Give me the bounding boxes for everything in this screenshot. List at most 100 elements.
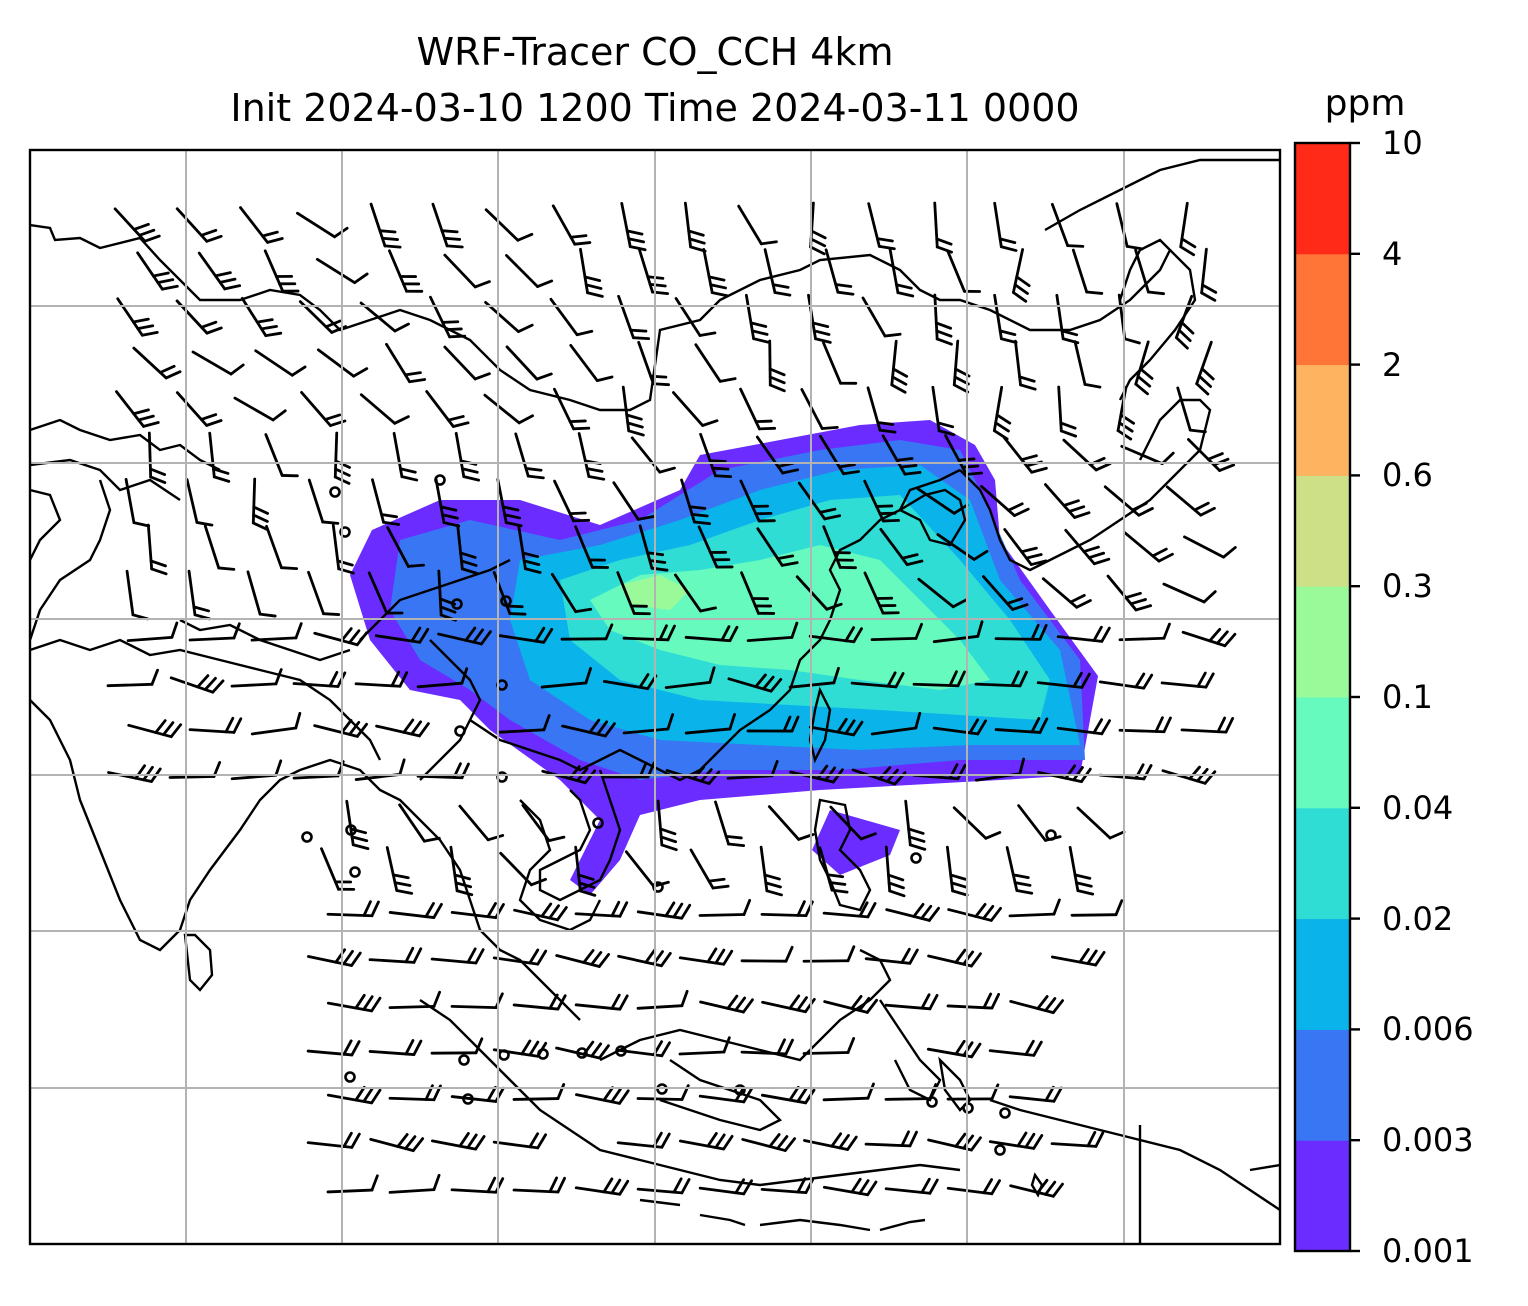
wind-barb <box>879 527 924 567</box>
wind-barb <box>1071 248 1104 295</box>
wind-barb <box>367 571 404 615</box>
wind-barb <box>932 718 988 736</box>
wind-barb <box>767 805 815 841</box>
wind-barb <box>884 993 939 1011</box>
wind-barb <box>1179 201 1197 257</box>
wind-barb <box>863 571 900 615</box>
wind-barb <box>574 900 629 918</box>
wind-barb <box>359 393 410 425</box>
wind-barb <box>456 523 479 575</box>
wind-barb <box>822 1082 875 1102</box>
colorbar-segment <box>1295 586 1350 698</box>
wind-barb <box>808 626 863 644</box>
calm-wind-circle <box>349 866 361 878</box>
wind-barb <box>612 481 655 521</box>
wind-barb <box>132 346 182 380</box>
wind-barb <box>368 946 423 964</box>
colorbar-tick-label: 0.003 <box>1382 1121 1474 1160</box>
wind-barb <box>885 902 940 922</box>
wind-barb <box>760 900 814 918</box>
wind-barb <box>622 713 675 735</box>
wind-barb <box>188 716 243 734</box>
wind-barb <box>1160 671 1215 689</box>
wind-barb <box>636 901 692 920</box>
wind-barb <box>684 625 739 643</box>
wind-barb <box>740 1038 794 1056</box>
wind-barb <box>746 715 800 733</box>
wind-barb <box>916 487 969 515</box>
wind-barb <box>113 207 161 243</box>
wind-barb <box>107 764 162 783</box>
wind-barb <box>359 301 410 333</box>
colorbar-tick-label: 2 <box>1382 345 1403 384</box>
colorbar-segment <box>1295 253 1350 366</box>
wind-barb <box>371 478 401 526</box>
wind-barb <box>450 1176 505 1194</box>
wind-barb <box>674 297 717 337</box>
wind-barb <box>498 714 551 734</box>
wind-barb <box>577 432 606 481</box>
wind-barb <box>354 670 409 688</box>
wind-barb <box>617 948 672 968</box>
wind-barb <box>561 718 616 738</box>
wind-barb <box>430 1037 484 1055</box>
coastline-segment <box>1249 1163 1280 1172</box>
wind-barb <box>185 478 214 527</box>
wind-barb <box>946 992 1001 1010</box>
wind-barb <box>884 1177 939 1195</box>
wind-barb <box>1062 438 1112 472</box>
wind-barb <box>1037 764 1092 783</box>
wind-barb <box>1005 846 1034 895</box>
wind-barb <box>927 1132 982 1152</box>
wind-barb <box>146 523 168 576</box>
wind-barb <box>307 948 362 967</box>
colorbar-tick-label: 4 <box>1382 234 1403 273</box>
wind-barb <box>517 523 542 574</box>
wind-barb <box>300 390 347 428</box>
wind-barb <box>416 667 469 689</box>
wind-barb <box>617 294 651 341</box>
wind-barb <box>829 805 877 841</box>
coastline-segment <box>699 1213 746 1227</box>
wind-barb <box>927 948 982 968</box>
wind-barb <box>512 1083 566 1101</box>
wind-barb <box>864 947 919 965</box>
wind-barb <box>737 204 778 246</box>
wind-barb <box>1055 293 1080 345</box>
wind-barb <box>1008 898 1061 918</box>
wind-barb <box>320 847 356 891</box>
wind-barb <box>822 901 877 919</box>
wind-barb <box>306 1131 361 1149</box>
wind-barb <box>1009 995 1065 1014</box>
wind-barb <box>450 902 505 920</box>
colorbar-segment <box>1295 1140 1350 1252</box>
wind-barb <box>1041 577 1092 609</box>
wind-barb <box>240 297 283 337</box>
colorbar-tick-label: 0.3 <box>1382 567 1433 606</box>
wind-barb <box>239 206 284 244</box>
wind-barb <box>553 387 591 431</box>
wind-barb <box>385 342 427 384</box>
wind-barb <box>932 620 984 644</box>
wind-barb <box>678 1036 731 1056</box>
wind-barb <box>936 533 989 561</box>
wind-barb <box>867 202 896 251</box>
wind-barb <box>744 293 770 344</box>
wind-barb <box>727 673 783 693</box>
wind-barb <box>484 208 534 242</box>
wind-barb <box>1056 625 1111 643</box>
calm-wind-circle <box>592 817 604 829</box>
coastline-segment <box>419 639 482 781</box>
wind-barb <box>230 668 283 688</box>
wind-barb <box>982 575 1029 611</box>
coastline-segment <box>538 769 622 902</box>
wind-barb <box>513 902 568 922</box>
coastline-segment <box>30 223 1172 412</box>
calm-wind-circle <box>500 595 512 607</box>
wind-barb <box>884 845 906 898</box>
coastline-segment <box>879 1218 926 1232</box>
calm-wind-circle <box>301 831 313 843</box>
wind-barb <box>437 626 492 646</box>
coastline-segment <box>599 948 892 1062</box>
wind-barb <box>684 713 736 735</box>
